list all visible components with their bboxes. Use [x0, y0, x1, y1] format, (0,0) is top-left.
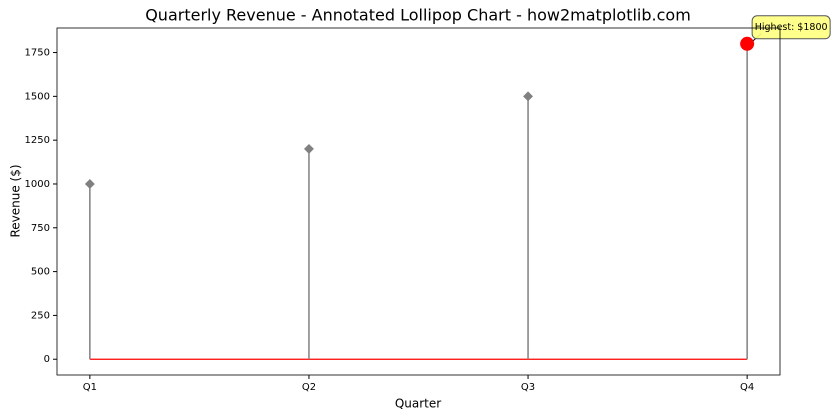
- marker: [84, 179, 95, 189]
- x-tick-label: Q4: [740, 382, 754, 393]
- x-tick-label: Q1: [83, 382, 97, 393]
- y-tick-label: 1500: [25, 91, 50, 102]
- marker: [523, 91, 533, 102]
- y-tick-label: 250: [31, 310, 50, 321]
- marker: [304, 143, 314, 154]
- y-tick-label: 1000: [25, 179, 50, 190]
- plot-frame: [56, 27, 781, 376]
- y-tick-label: 0: [44, 354, 50, 365]
- y-tick-label: 750: [31, 223, 50, 234]
- y-tick-label: 1750: [25, 48, 50, 59]
- chart-title: Quarterly Revenue - Annotated Lollipop C…: [145, 6, 691, 25]
- annotation-box: [751, 15, 831, 40]
- x-tick-label: Q2: [302, 382, 316, 393]
- highlight-marker: [740, 36, 755, 51]
- y-axis-label: Revenue ($): [9, 164, 23, 237]
- y-tick-label: 500: [31, 267, 50, 278]
- y-tick-label: 1250: [25, 135, 50, 146]
- x-tick-label: Q3: [521, 382, 535, 393]
- x-axis-label: Quarter: [395, 397, 441, 411]
- annotation: Highest: $1800: [755, 22, 828, 33]
